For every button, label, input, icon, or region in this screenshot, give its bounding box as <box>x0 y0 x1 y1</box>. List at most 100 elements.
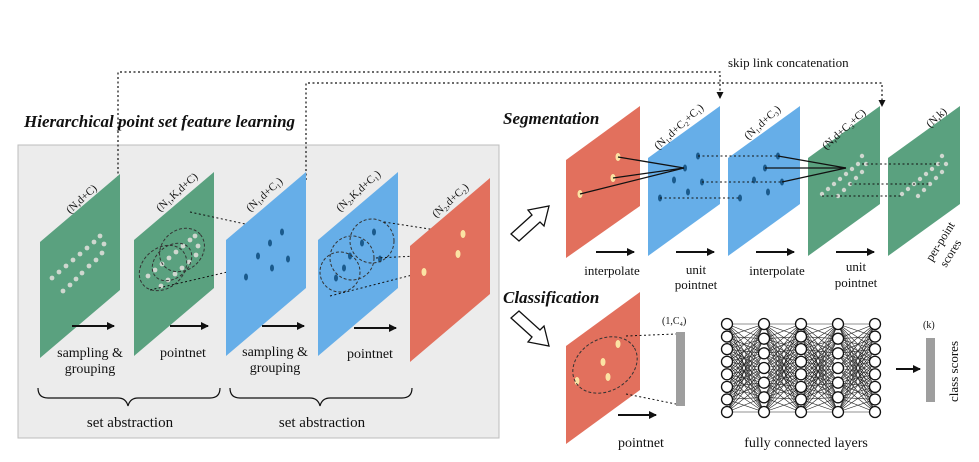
fc-connection <box>763 323 802 398</box>
fc-connection <box>726 367 765 375</box>
fc-connection <box>726 382 765 388</box>
seg-layer-blue-2 <box>728 106 800 256</box>
fc-connection <box>763 399 802 413</box>
fc-neuron <box>794 317 808 331</box>
fc-connection <box>837 348 876 383</box>
fc-connection <box>800 338 839 362</box>
fc-connection <box>837 336 876 413</box>
fc-neuron <box>868 355 882 368</box>
fc-connection <box>800 382 839 413</box>
fc-neuron <box>757 391 771 404</box>
seg-unit-2a: unit <box>846 259 867 274</box>
fc-connection <box>837 338 876 413</box>
fc-connection <box>837 353 876 375</box>
fc-connection <box>726 361 765 398</box>
left-arrows <box>72 322 397 332</box>
fc-neuron <box>831 405 845 419</box>
layer-input <box>40 174 120 358</box>
fc-connection <box>837 353 876 388</box>
global-feature-vector <box>676 332 685 406</box>
fc-neuron <box>757 405 771 419</box>
seg-unit-1b: pointnet <box>675 277 718 292</box>
fc-connection <box>726 338 765 375</box>
fc-connection <box>763 348 802 369</box>
fc-neuron <box>720 368 734 381</box>
skip-links <box>117 71 886 180</box>
op-sampling-2a: sampling & <box>242 345 308 360</box>
layer-grouped-1 <box>134 172 214 356</box>
fc-connection <box>837 323 876 337</box>
fc-connection <box>800 338 839 413</box>
fc-connection <box>837 323 876 375</box>
fc-connection <box>763 323 802 369</box>
seg-layer-blue-1 <box>648 106 720 256</box>
cls-pointnet-label: pointnet <box>618 436 664 451</box>
seg-layer-green-2-points <box>899 153 949 199</box>
title-hierarchical: Hierarchical point set feature learning <box>23 112 296 131</box>
op-pointnet-1: pointnet <box>160 346 206 361</box>
fc-connection <box>726 386 765 398</box>
fc-connection <box>763 323 802 383</box>
fc-neuron <box>831 332 845 345</box>
layer-input-points <box>49 233 107 294</box>
fc-connection <box>726 361 765 413</box>
cls-layer-red-points <box>574 340 621 385</box>
op-sampling-1b: grouping <box>65 362 116 377</box>
skip-link-label: skip link concatenation <box>728 55 849 70</box>
fc-connection <box>800 367 839 413</box>
fc-connection <box>837 323 876 354</box>
fc-connection <box>763 367 802 375</box>
fc-neuron <box>720 380 734 394</box>
fc-connection <box>726 338 765 400</box>
seg-unit-1a: unit <box>686 262 707 277</box>
fc-connection <box>726 338 765 413</box>
fc-connection <box>726 373 765 383</box>
fc-connection <box>837 399 876 413</box>
fc-connection <box>800 323 839 375</box>
grouping-circles-2 <box>319 218 395 293</box>
cls-layer-red <box>566 292 640 444</box>
seg-dotted-2 <box>822 163 940 197</box>
fc-connection <box>800 374 839 398</box>
fc-connection <box>726 353 765 388</box>
fc-connection <box>837 336 876 369</box>
fc-connection <box>837 367 876 375</box>
fc-connection <box>726 374 765 413</box>
fc-connection <box>726 348 765 369</box>
fc-connection <box>726 323 765 400</box>
braces <box>37 387 413 407</box>
fc-connection <box>763 386 802 398</box>
fc-connection <box>837 361 876 398</box>
fc-connection <box>763 338 802 362</box>
fc-network <box>720 317 882 419</box>
fc-neuron <box>794 342 808 356</box>
fc-connection <box>726 323 765 398</box>
fc-connection <box>726 338 765 350</box>
fc-connection <box>800 386 839 413</box>
global-feature-label: (1,C₄) <box>662 316 686 327</box>
fc-connection <box>800 399 839 413</box>
title-segmentation: Segmentation <box>503 109 599 128</box>
fc-neuron <box>757 347 771 360</box>
layer-features-2-points <box>421 230 466 276</box>
fc-neuron <box>720 393 734 406</box>
fc-connection <box>837 367 876 388</box>
op-sampling-2b: grouping <box>250 361 301 376</box>
fc-connection <box>726 323 765 388</box>
fc-connection <box>763 367 802 388</box>
fc-neuron <box>868 393 882 406</box>
fc-neuron <box>720 405 734 419</box>
fc-connection <box>800 397 839 413</box>
op-pointnet-2: pointnet <box>347 347 393 362</box>
fc-connection <box>800 323 839 337</box>
title-classification: Classification <box>503 288 599 307</box>
fc-connection <box>763 374 802 413</box>
fc-connection <box>763 336 802 413</box>
fc-connection <box>763 323 802 400</box>
fc-connection <box>763 353 802 363</box>
fc-connection <box>726 382 765 413</box>
fc-connection <box>837 323 876 339</box>
fc-connection <box>763 361 802 398</box>
fc-connection <box>763 336 802 339</box>
